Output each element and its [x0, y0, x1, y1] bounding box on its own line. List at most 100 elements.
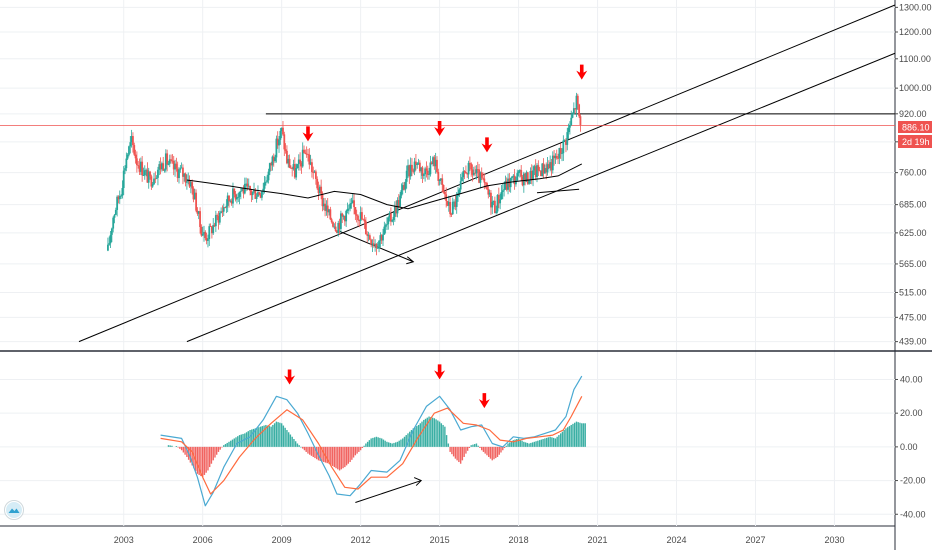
candle-body: [126, 154, 129, 159]
time-tick-label: 2015: [430, 535, 450, 545]
macd-histogram-bar: [268, 426, 271, 447]
macd-histogram-bar: [175, 446, 178, 447]
price-tick-label: 1200.00: [899, 27, 932, 37]
candle-body: [237, 196, 240, 198]
macd-histogram-bar: [544, 438, 546, 447]
macd-histogram-bar: [465, 446, 467, 454]
candle-body: [366, 234, 369, 236]
candle-body: [559, 148, 562, 154]
candle-body: [218, 212, 221, 223]
candle-body: [516, 173, 519, 181]
candle-body: [132, 136, 134, 146]
macd-histogram-bar: [540, 439, 543, 447]
macd-panel[interactable]: [160, 364, 586, 507]
candle-body: [301, 149, 304, 167]
macd-histogram-bar: [317, 446, 320, 461]
candle-body: [472, 172, 475, 175]
candle-body: [129, 142, 132, 147]
macd-axis[interactable]: 40.00 20.00 0.00 -20.00 -40.00: [895, 374, 926, 519]
price-axis[interactable]: 1300.001200.001100.001000.00920.00840.00…: [895, 2, 932, 347]
candle-body: [193, 192, 196, 200]
candle-body: [232, 188, 234, 204]
candle-body: [233, 188, 236, 195]
candle-body: [339, 213, 342, 229]
macd-histogram-bar: [309, 446, 311, 455]
macd-histogram-bar: [496, 446, 499, 457]
candle-body: [543, 168, 546, 174]
time-tick-label: 2003: [114, 535, 134, 545]
candle-body: [325, 205, 328, 211]
candle-body: [468, 162, 471, 164]
macd-histogram-bar: [554, 438, 557, 447]
candle-body: [466, 173, 469, 175]
candle-body: [571, 113, 574, 118]
candle-body: [500, 191, 503, 200]
macd-histogram-bar: [333, 446, 336, 468]
candle-body: [475, 169, 478, 174]
candle-body: [133, 145, 136, 155]
macd-histogram-bar: [542, 439, 544, 447]
macd-histogram-bar: [491, 446, 493, 461]
macd-histogram-bar: [384, 440, 386, 447]
macd-histogram-bar: [314, 446, 316, 459]
macd-histogram-bar: [559, 433, 562, 447]
macd-histogram-bar: [459, 446, 462, 464]
macd-histogram-bar: [393, 442, 395, 447]
macd-histogram-bar: [223, 445, 225, 447]
macd-down-arrow-icon: [284, 369, 296, 385]
candle-body: [361, 212, 363, 220]
candle-body: [569, 124, 571, 128]
candle-body: [284, 149, 287, 151]
macd-histogram-bar: [387, 442, 390, 447]
candle-body: [205, 238, 208, 241]
macd-histogram-bar: [498, 446, 500, 455]
time-tick-label: 2021: [588, 535, 608, 545]
candle-body: [275, 138, 278, 158]
macd-histogram-bar: [572, 423, 574, 447]
macd-histogram-bar: [421, 421, 423, 447]
candle-body: [120, 195, 122, 197]
candle-body: [536, 165, 538, 178]
candle-body: [217, 216, 220, 223]
macd-histogram-bar: [351, 446, 353, 460]
candle-body: [288, 158, 291, 168]
macd-histogram-bar: [354, 446, 357, 456]
candle-body: [122, 170, 125, 189]
macd-histogram-bar: [517, 438, 520, 447]
macd-histogram-bar: [212, 446, 214, 461]
price-down-arrow-icon: [302, 126, 314, 142]
candle-body: [172, 160, 175, 170]
candle-body: [501, 190, 504, 192]
price-panel[interactable]: [0, 4, 896, 343]
candle-body: [184, 173, 187, 183]
macd-histogram-bar: [370, 438, 372, 447]
candle-body: [208, 226, 211, 240]
time-axis[interactable]: 2003 2006 2009 2012 2015 2018 2021 2024 2027 2030: [114, 535, 845, 545]
macd-histogram-bar: [570, 424, 572, 447]
candle-body: [282, 127, 284, 135]
time-tick-label: 2027: [745, 535, 765, 545]
macd-histogram-bar: [286, 430, 288, 447]
candle-body: [471, 169, 474, 175]
candle-body: [387, 217, 390, 225]
candle-body: [199, 211, 201, 228]
candle-body: [407, 165, 409, 171]
macd-histogram-bar: [328, 446, 330, 464]
candle-body: [114, 209, 117, 215]
candle-body: [238, 191, 241, 197]
price-drawings[interactable]: [0, 4, 896, 343]
macd-histogram-bar: [537, 440, 539, 447]
macd-histogram-bar: [338, 446, 341, 471]
candle-body: [372, 243, 375, 246]
candle-body: [421, 167, 424, 176]
candle-body: [511, 176, 513, 179]
macd-histogram-bar: [531, 442, 534, 447]
tradingview-logo-icon[interactable]: [4, 500, 24, 520]
candle-body: [158, 164, 161, 170]
macd-histogram-bar: [561, 431, 564, 447]
candle-body: [180, 167, 183, 169]
candle-body: [572, 108, 575, 114]
candle-body: [397, 200, 400, 207]
macd-histogram-bar: [575, 421, 578, 447]
